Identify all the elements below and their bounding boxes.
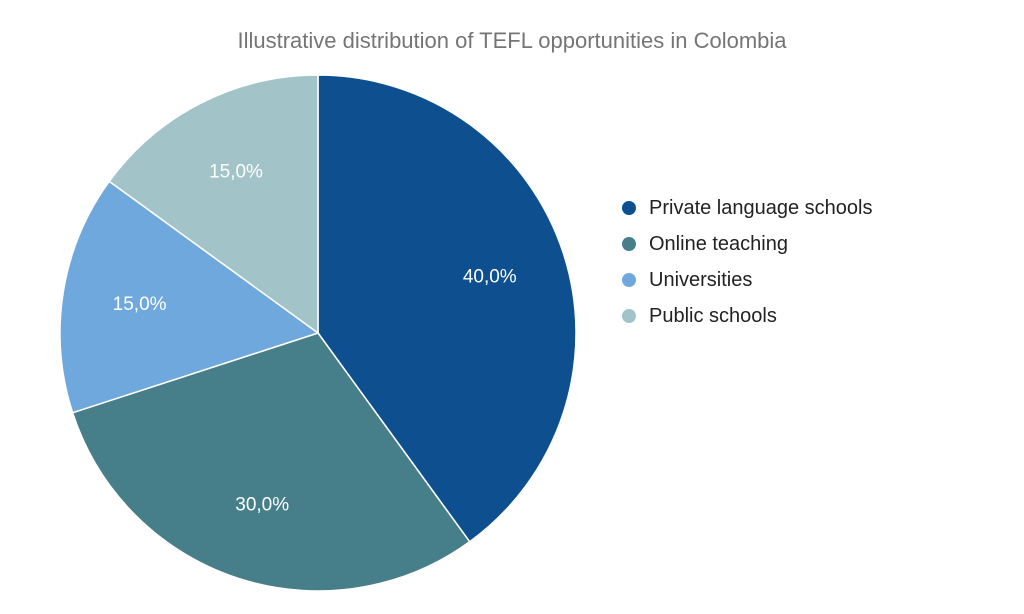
pie-slice-1: [71, 332, 471, 592]
pie-slice-3: [108, 74, 319, 335]
legend-label: Public schools: [649, 304, 777, 327]
pie-slice-0: [317, 74, 577, 543]
slice-label-3: 15,0%: [209, 162, 263, 183]
legend-item-1: Online teaching: [622, 226, 872, 262]
legend-label: Private language schools: [649, 196, 873, 219]
legend: Private language schools Online teaching U…: [622, 190, 872, 334]
pie-slices: [59, 74, 577, 592]
slice-label-1: 30,0%: [235, 494, 289, 515]
chart-title: Illustrative distribution of TEFL opport…: [237, 28, 787, 53]
legend-swatch: [622, 309, 636, 323]
legend-item-2: Universities: [622, 262, 872, 298]
legend-item-3: Public schools: [622, 298, 872, 334]
legend-swatch: [622, 237, 636, 251]
legend-swatch: [622, 273, 636, 287]
slice-label-2: 15,0%: [113, 294, 167, 315]
slice-label-0: 40,0%: [463, 267, 517, 288]
legend-label: Universities: [649, 268, 753, 291]
pie-slice-2: [59, 180, 320, 414]
legend-label: Online teaching: [649, 232, 788, 255]
pie-data-labels: 40,0% 30,0% 15,0% 15,0%: [113, 162, 517, 516]
legend-swatch: [622, 201, 636, 215]
legend-item-0: Private language schools: [622, 190, 872, 226]
